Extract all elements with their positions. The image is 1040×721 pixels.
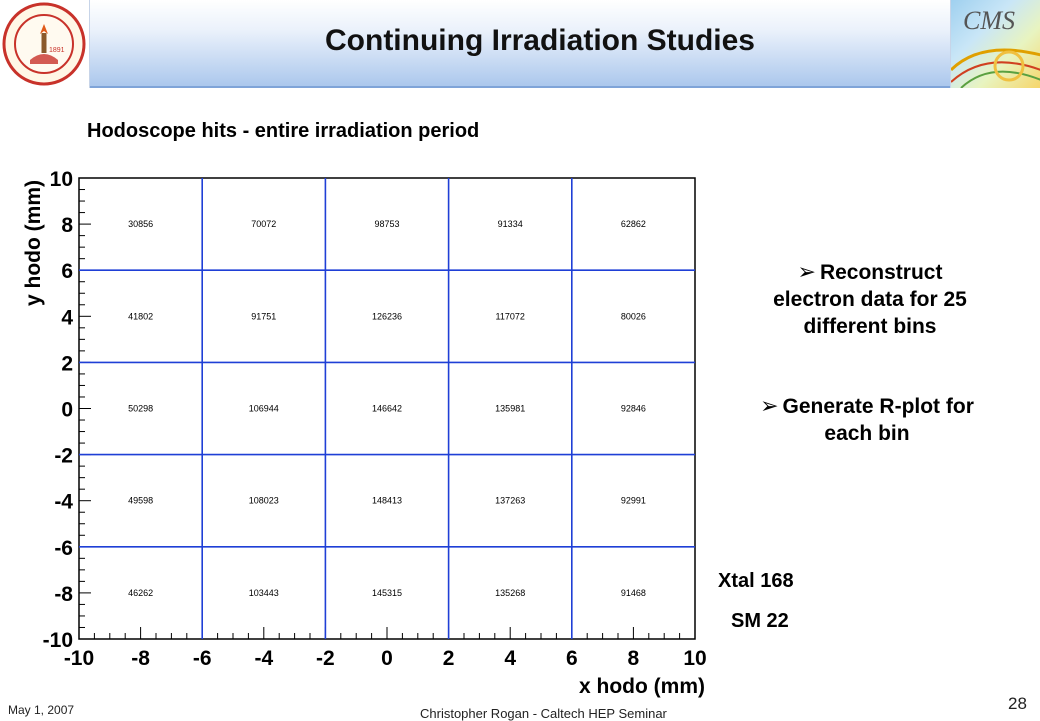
slide-header	[0, 0, 1040, 88]
sm-label: SM 22	[731, 610, 789, 632]
bin-count-label: 46262	[128, 588, 153, 598]
x-tick-label: 2	[443, 647, 455, 670]
y-tick-label: 6	[61, 260, 73, 283]
bin-count-label: 108023	[249, 496, 279, 506]
y-tick-label: 2	[61, 352, 73, 375]
x-tick-label: 8	[628, 647, 640, 670]
y-tick-label: -2	[54, 445, 73, 468]
cms-logo-text: CMS	[963, 6, 1015, 35]
x-tick-label: -4	[254, 647, 273, 670]
bin-count-label: 146642	[372, 404, 402, 414]
bin-count-label: 70072	[251, 219, 276, 229]
footer-date: May 1, 2007	[8, 703, 75, 717]
arrow-bullet-icon: ➢	[797, 259, 816, 284]
bullet-generate: ➢ Generate R-plot for each bin	[737, 392, 997, 447]
y-tick-label: -10	[43, 629, 73, 652]
y-tick-label: 10	[50, 168, 73, 191]
bin-count-label: 49598	[128, 496, 153, 506]
svg-text:1891: 1891	[49, 47, 65, 54]
header-divider	[0, 86, 1040, 88]
bin-count-label: 106944	[249, 404, 279, 414]
xtal-label: Xtal 168	[718, 570, 794, 592]
bin-count-label: 80026	[621, 311, 646, 321]
caltech-seal-icon: 1891	[0, 0, 90, 88]
x-tick-label: -6	[193, 647, 212, 670]
bin-count-label: 103443	[249, 588, 279, 598]
arrow-bullet-icon: ➢	[760, 393, 779, 418]
bin-count-label: 30856	[128, 219, 153, 229]
bin-count-label: 91334	[498, 219, 523, 229]
y-tick-label: 0	[61, 399, 73, 422]
plot-frame	[78, 177, 696, 640]
bin-count-label: 92846	[621, 404, 646, 414]
bullet-text-line: Generate R-plot for	[782, 395, 974, 418]
bin-count-label: 50298	[128, 404, 153, 414]
bin-count-label: 92991	[621, 496, 646, 506]
bin-count-label: 148413	[372, 496, 402, 506]
footer-author: Christopher Rogan - Caltech HEP Seminar	[420, 706, 667, 721]
x-tick-label: -2	[316, 647, 335, 670]
y-tick-label: -4	[54, 491, 73, 514]
bin-count-label: 126236	[372, 311, 402, 321]
y-tick-label: -8	[54, 583, 73, 606]
x-tick-label: 0	[381, 647, 393, 670]
cms-logo-icon: CMS	[950, 0, 1040, 88]
bin-count-label: 137263	[495, 496, 525, 506]
bin-count-label: 62862	[621, 219, 646, 229]
bin-count-label: 91751	[251, 311, 276, 321]
bin-count-label: 41802	[128, 311, 153, 321]
x-tick-label: 6	[566, 647, 578, 670]
y-tick-label: 8	[61, 214, 73, 237]
bin-count-label: 98753	[374, 219, 399, 229]
x-axis-title: x hodo (mm)	[579, 675, 705, 698]
slide-title: Continuing Irradiation Studies	[325, 24, 755, 57]
plot-subtitle: Hodoscope hits - entire irradiation peri…	[87, 120, 480, 142]
bin-count-label: 145315	[372, 588, 402, 598]
bullet-text-line: different bins	[803, 315, 937, 338]
x-tick-label: -10	[64, 647, 94, 670]
x-tick-label: 10	[683, 647, 706, 670]
bullet-text-line: Reconstruct	[819, 261, 943, 284]
bin-count-label: 117072	[496, 311, 525, 321]
bin-count-label: 135268	[495, 588, 525, 598]
y-tick-label: 4	[61, 306, 73, 329]
y-tick-label: -6	[54, 537, 73, 560]
bullet-reconstruct: ➢ Reconstruct electron data for 25 differ…	[745, 258, 995, 340]
bin-count-label: 91468	[621, 588, 646, 598]
bullet-text-line: each bin	[824, 422, 910, 445]
page-number: 28	[1008, 694, 1027, 713]
bin-count-label: 135981	[495, 404, 525, 414]
x-tick-label: -8	[131, 647, 150, 670]
y-axis-title: y hodo (mm)	[22, 180, 45, 306]
bullet-text-line: electron data for 25	[773, 288, 967, 311]
x-tick-label: 4	[504, 647, 516, 670]
